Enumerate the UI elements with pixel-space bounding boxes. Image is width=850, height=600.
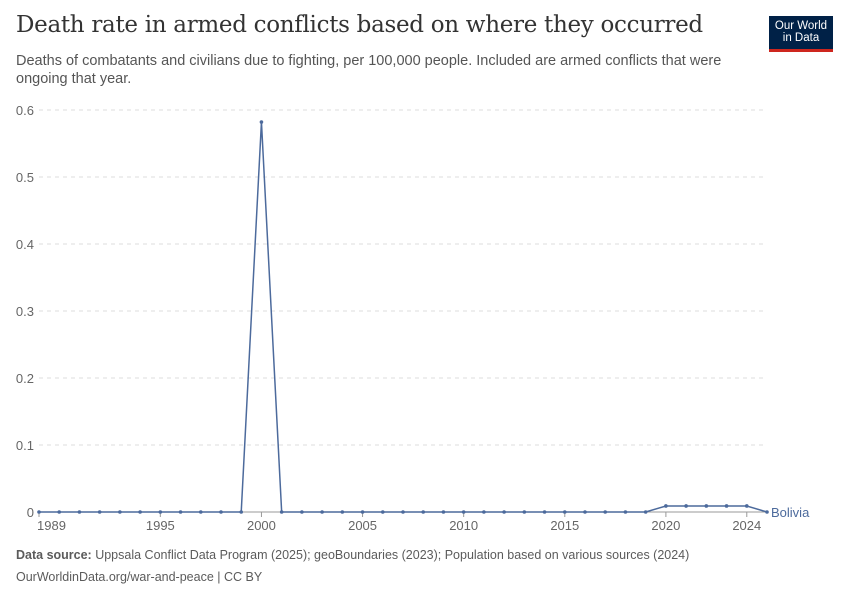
series-label: Bolivia [771, 505, 810, 520]
data-point [502, 510, 506, 514]
data-point [401, 510, 405, 514]
data-point [158, 510, 163, 514]
y-tick-label: 0.5 [16, 170, 34, 185]
data-point [300, 510, 304, 514]
data-point [461, 510, 466, 514]
data-point [684, 504, 688, 508]
data-point [57, 510, 62, 514]
owid-logo[interactable]: Our World in Data [769, 16, 833, 52]
x-tick-label: 2005 [348, 518, 377, 533]
chart-subtitle: Deaths of combatants and civilians due t… [16, 53, 722, 87]
data-point [198, 510, 203, 514]
data-point [118, 510, 122, 514]
data-point [320, 510, 324, 514]
series-line-bolivia [39, 122, 768, 513]
data-point [219, 510, 223, 514]
data-point [279, 510, 284, 514]
data-point [724, 504, 729, 508]
x-tick-label: 2020 [651, 518, 680, 533]
data-point [583, 510, 587, 514]
data-point [441, 510, 446, 514]
data-point [704, 504, 709, 508]
data-point [664, 504, 668, 508]
data-point [259, 120, 264, 124]
data-point [482, 510, 486, 514]
source-label: Data source: [16, 548, 92, 562]
data-source: Data source: Uppsala Conflict Data Progr… [16, 548, 689, 562]
data-point [542, 510, 547, 514]
data-point [562, 510, 567, 514]
data-point [421, 510, 426, 514]
data-point [97, 510, 102, 514]
x-tick-label: 2000 [247, 518, 276, 533]
data-point [340, 510, 345, 514]
data-point [643, 510, 648, 514]
data-point [623, 510, 628, 514]
x-tick-label: 2024 [732, 518, 761, 533]
y-tick-label: 0.4 [16, 237, 34, 252]
data-point [603, 510, 608, 514]
source-url[interactable]: OurWorldinData.org/war-and-peace | CC BY [16, 570, 263, 584]
x-tick-label: 1989 [37, 518, 66, 533]
x-tick-label: 1995 [146, 518, 175, 533]
x-tick-label: 2010 [449, 518, 478, 533]
data-point [37, 510, 41, 514]
data-point [239, 510, 244, 514]
data-point [360, 510, 365, 514]
y-tick-label: 0.6 [16, 103, 34, 118]
data-point [178, 510, 183, 514]
data-point [138, 510, 142, 514]
y-tick-label: 0.1 [16, 438, 34, 453]
y-tick-label: 0 [27, 505, 34, 520]
data-point [765, 510, 769, 514]
x-tick-label: 2015 [550, 518, 579, 533]
y-tick-label: 0.2 [16, 371, 34, 386]
chart-title: Death rate in armed conflicts based on w… [16, 12, 703, 38]
y-tick-label: 0.3 [16, 304, 34, 319]
source-text: Uppsala Conflict Data Program (2025); ge… [91, 548, 690, 562]
data-point [522, 510, 527, 514]
data-point [380, 510, 385, 514]
data-point [744, 504, 749, 508]
data-point [77, 510, 82, 514]
